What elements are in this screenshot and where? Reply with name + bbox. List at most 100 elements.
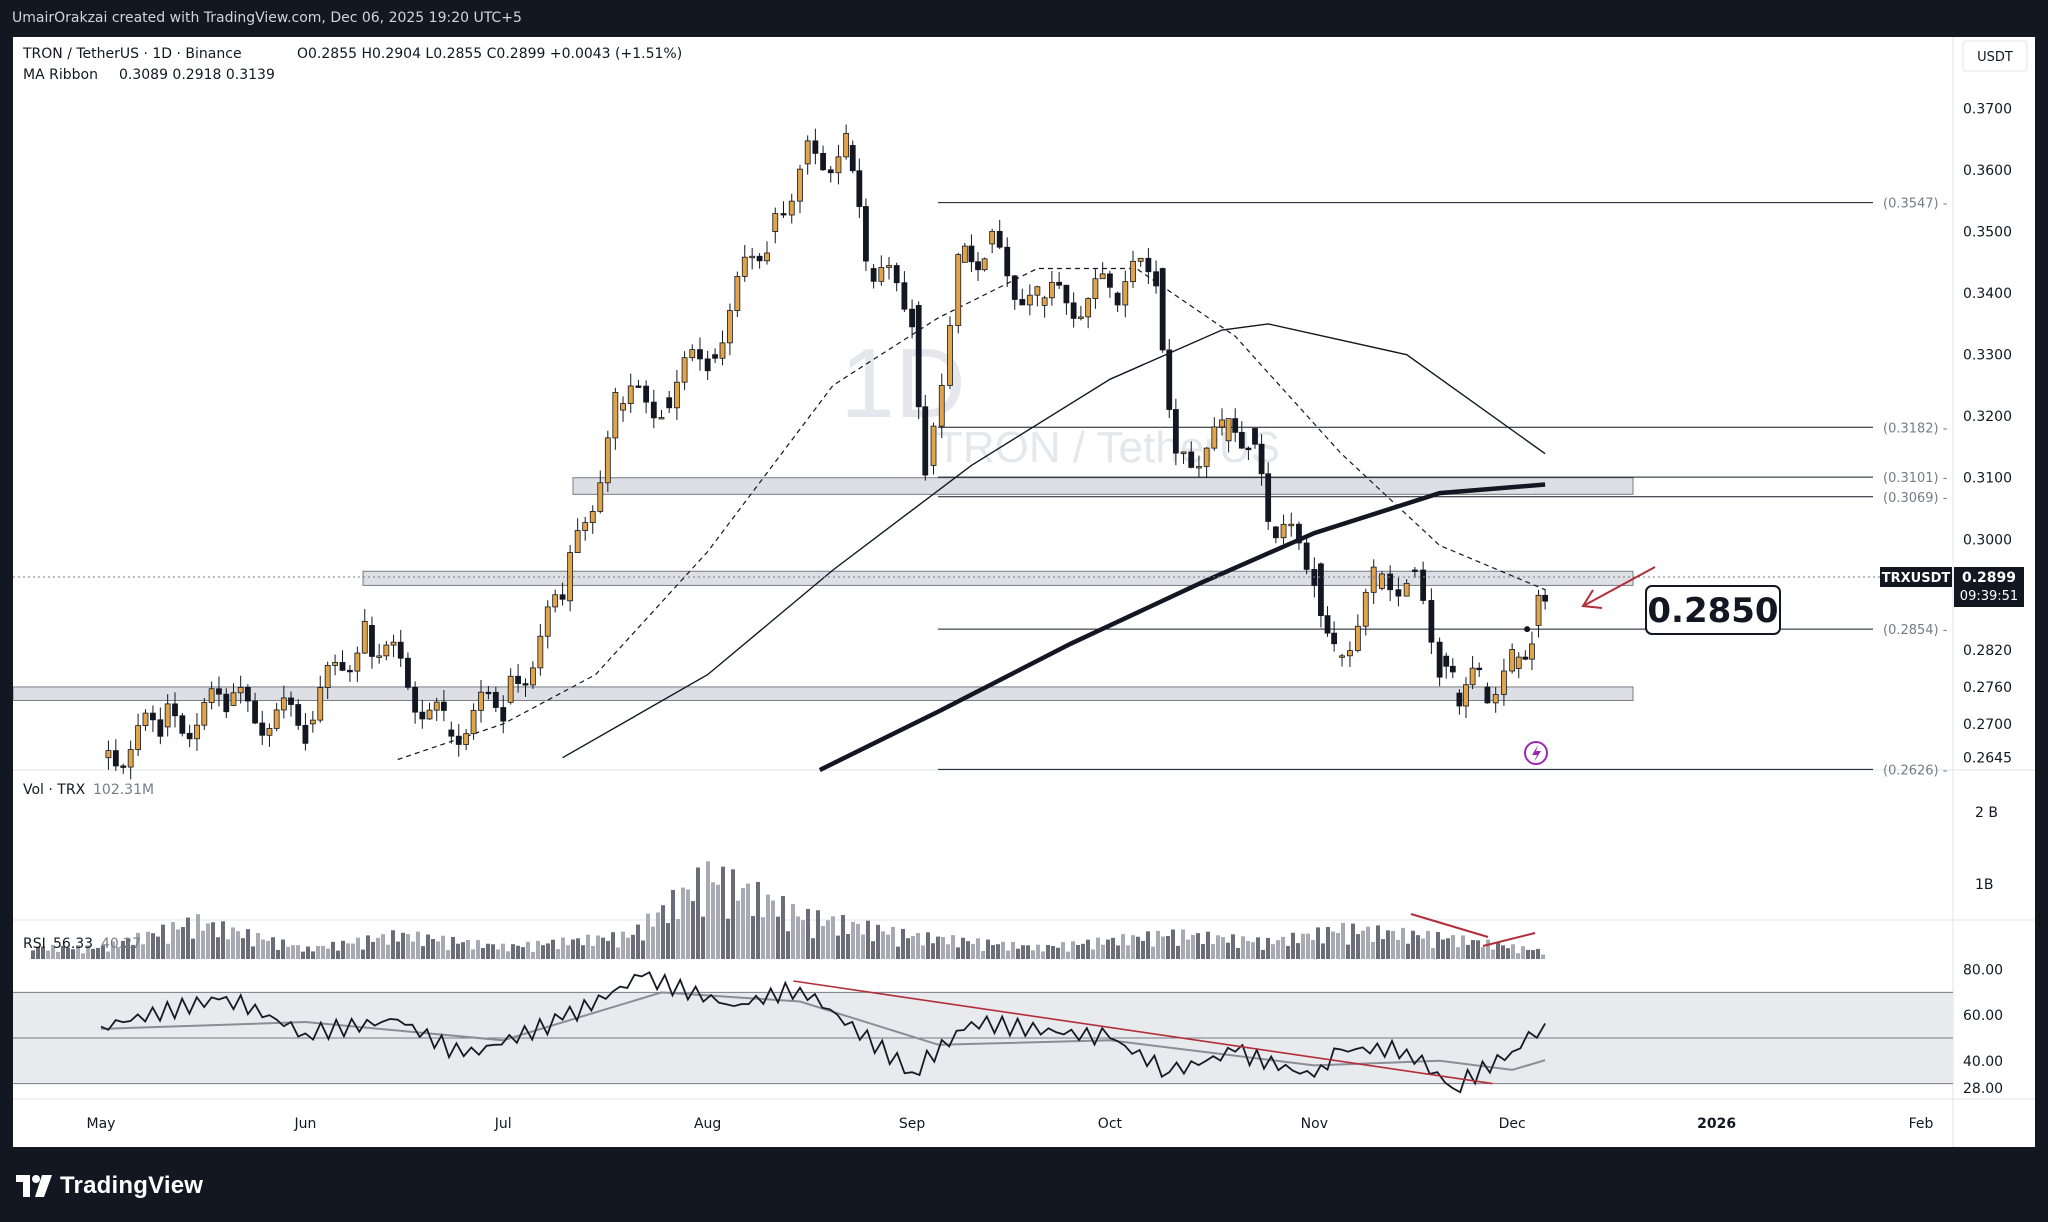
price-tick-label: 0.2700 (1963, 717, 2012, 733)
volume-bar (481, 947, 485, 959)
volume-bar (451, 937, 455, 959)
volume-bar (686, 889, 690, 959)
candle-body (1509, 649, 1516, 672)
candle-body (112, 750, 119, 767)
symbol-title[interactable]: TRON / TetherUS · 1D · Binance (22, 46, 242, 62)
candle-body (1324, 615, 1331, 634)
volume-bar (1416, 935, 1420, 959)
candle-body (1501, 670, 1507, 695)
volume-label[interactable]: Vol · TRX (23, 782, 86, 798)
candle-body (1026, 294, 1033, 306)
volume-bar (691, 901, 695, 959)
candle-body (719, 342, 726, 359)
candle-body (201, 702, 208, 726)
volume-bar (321, 945, 325, 959)
candle-body (981, 258, 988, 271)
countdown-timer: 09:39:51 (1960, 589, 2018, 604)
volume-bar (1136, 936, 1140, 959)
candle-body (1370, 566, 1377, 593)
volume-bar (1321, 943, 1325, 959)
ma-ribbon-label[interactable]: MA Ribbon (23, 67, 98, 83)
volume-bar (806, 908, 810, 959)
volume-bar (1511, 944, 1515, 959)
candle-body (500, 707, 507, 722)
candle-body (820, 152, 826, 171)
volume-bar (926, 932, 930, 959)
volume-bar (816, 910, 820, 959)
volume-bar (741, 888, 745, 959)
volume-bar (191, 938, 195, 959)
volume-bar (1286, 945, 1290, 959)
volume-bar (336, 950, 340, 959)
volume-bar (91, 948, 95, 959)
volume-bar (146, 931, 150, 959)
price-callout-box[interactable] (1645, 585, 1781, 635)
candle-body (582, 522, 589, 531)
volume-bar (466, 939, 470, 959)
candle-body (567, 552, 574, 602)
volume-bar (301, 951, 305, 959)
time-tick-label: Nov (1301, 1116, 1328, 1132)
candle-body (208, 688, 215, 703)
volume-bar (1131, 935, 1135, 959)
volume-bar (326, 948, 330, 959)
price-tick-label: 0.3000 (1963, 532, 2012, 548)
volume-bar (81, 953, 85, 959)
volume-bar (821, 925, 825, 959)
volume-bar (1376, 925, 1380, 959)
volume-bar (271, 937, 275, 959)
watermark-interval: 1D (840, 328, 965, 438)
price-callout-text: 0.2850 (1647, 591, 1778, 631)
volume-bar (766, 894, 770, 959)
volume-bar (1071, 941, 1075, 959)
lightning-icon[interactable] (1524, 741, 1548, 765)
chart-frame[interactable]: 1D TRON / TetherUS (0.3547) - (0.3182) - (… (13, 37, 2035, 1147)
candle-body (1063, 284, 1070, 304)
candle-body (704, 358, 711, 372)
candle-body (507, 675, 514, 703)
volume-bar (701, 916, 705, 959)
volume-bar (911, 936, 915, 959)
candle-body (938, 385, 945, 427)
volume-bar (586, 934, 590, 959)
volume-bar (761, 917, 765, 959)
volume-bar (1446, 938, 1450, 959)
volume-bar (921, 945, 925, 959)
rsi-label[interactable]: RSI (23, 936, 46, 952)
volume-bar (631, 934, 635, 959)
candle-body (1354, 625, 1361, 651)
rsi-ma-value: 40.27 (101, 936, 141, 952)
volume-bar (546, 943, 550, 959)
volume-bar (411, 941, 415, 959)
volume-bar (1026, 945, 1030, 959)
volume-bar (781, 896, 785, 959)
candle-body (172, 703, 178, 717)
symbol-tag (1880, 567, 1952, 587)
volume-bar (131, 944, 135, 959)
volume-bar (966, 941, 970, 959)
candle-body (1166, 349, 1173, 410)
volume-bar (696, 867, 700, 959)
volume-bar (56, 951, 60, 959)
volume-bar (401, 932, 405, 959)
candle-body (244, 687, 251, 702)
candle-body (332, 662, 338, 666)
candle-body (412, 686, 419, 713)
currency-button[interactable] (1962, 40, 2028, 72)
volume-bar (606, 940, 610, 959)
candle-body (681, 357, 688, 383)
candle-body (492, 691, 499, 708)
volume-bar (1251, 942, 1255, 959)
tradingview-chart[interactable]: 1D TRON / TetherUS (0.3547) - (0.3182) - (… (13, 37, 2035, 1147)
volume-bar (446, 950, 450, 959)
watermark-pair: TRON / TetherUS (936, 423, 1280, 472)
volume-bar (1316, 927, 1320, 959)
candle-body (383, 644, 390, 657)
volume-bar (1516, 953, 1520, 959)
tradingview-brand[interactable]: TradingView (16, 1170, 203, 1202)
candle-body (1130, 260, 1136, 283)
volume-bar (281, 939, 285, 959)
volume-bar (1156, 930, 1160, 959)
volume-bar (561, 937, 565, 959)
volume-bar (496, 949, 500, 959)
